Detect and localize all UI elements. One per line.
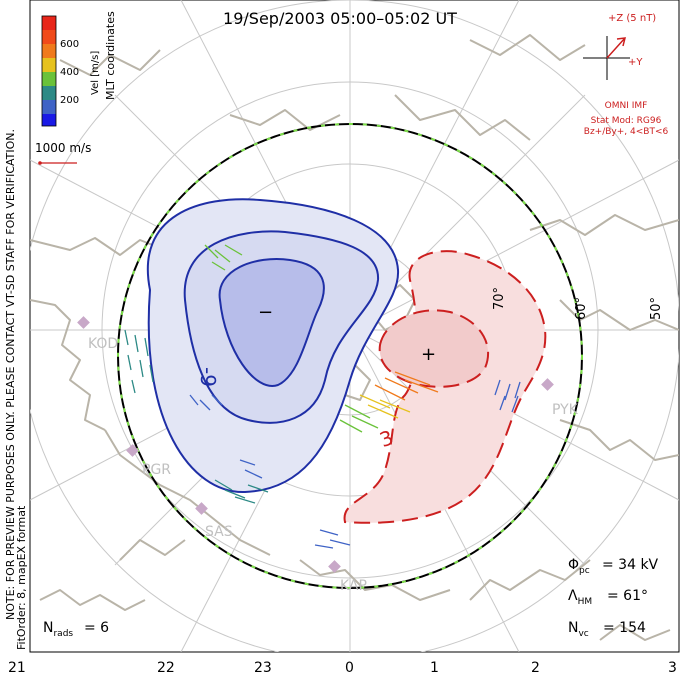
vector-scale-label: 1000 m/s	[35, 141, 91, 155]
n-vc-value: = 154	[603, 620, 646, 636]
color-tick-200: 200	[60, 95, 79, 106]
cell-max-marker: +	[421, 344, 436, 365]
contour-label-negative: -9	[196, 367, 220, 387]
imf-stat-mod: Stat Mod: RG96	[591, 116, 662, 126]
mlt-tick-21: 21	[8, 660, 26, 674]
positive-cell	[343, 250, 547, 524]
station-label-pyk: PYK	[552, 402, 579, 418]
mlt-tick-23: 23	[254, 660, 272, 674]
negative-cell	[147, 198, 400, 494]
velocity-vectors	[124, 244, 521, 549]
color-tick-400: 400	[60, 67, 79, 78]
preview-note: NOTE: FOR PREVIEW PURPOSES ONLY. PLEASE …	[4, 129, 17, 620]
station-label-kap: KAP	[340, 578, 367, 594]
cell-min-marker: −	[258, 302, 273, 323]
mlt-tick-3: 3	[668, 660, 677, 674]
boundary-dash	[117, 123, 583, 589]
color-bar-label: Vel [m/s]	[90, 51, 101, 95]
vector-scale-dot	[38, 161, 42, 165]
imf-clock	[583, 36, 630, 80]
mlt-tick-1: 1	[430, 660, 439, 674]
lat-label-60: 60°	[574, 297, 589, 320]
imf-condition: Bz+/By+, 4<BT<6	[584, 127, 669, 137]
phi-pc-value: = 34 kV	[602, 557, 659, 573]
station-label-sas: SAS	[205, 524, 233, 540]
mlt-tick-0: 0	[345, 660, 354, 674]
station-label-kod: KOD	[88, 336, 118, 352]
lambda-hm-value: = 61°	[607, 588, 648, 604]
n-rads-value: = 6	[84, 620, 109, 636]
imf-z-label: +Z (5 nT)	[608, 13, 656, 24]
imf-source: OMNI IMF	[605, 101, 648, 111]
imf-y-label: +Y	[628, 57, 643, 68]
station-label-pgr: PGR	[142, 462, 171, 478]
fit-order-note: FitOrder: 8, mapEX format	[15, 505, 28, 650]
velocity-color-bar	[41, 15, 57, 127]
mlt-tick-22: 22	[157, 660, 175, 674]
map-title: 19/Sep/2003 05:00–05:02 UT	[223, 9, 457, 28]
mlt-tick-2: 2	[531, 660, 540, 674]
lat-label-50: 50°	[649, 297, 664, 320]
color-tick-600: 600	[60, 39, 79, 50]
lat-label-70: 70°	[492, 287, 507, 310]
mlt-axis: 21 22 23 0 1 2 3	[8, 660, 677, 674]
coords-label: MLT coordinates	[104, 11, 117, 100]
